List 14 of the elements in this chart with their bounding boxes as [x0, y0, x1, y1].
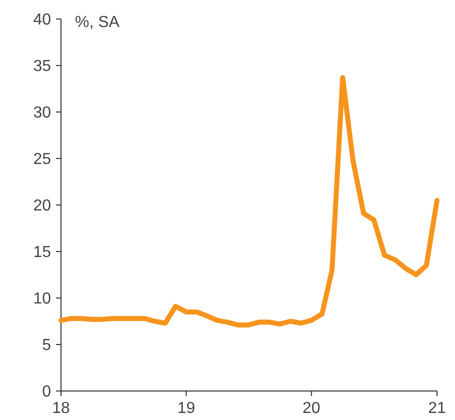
- y-tick-label: 15: [33, 244, 52, 262]
- y-tick-label: 25: [33, 151, 52, 168]
- x-tick-label: 20: [302, 400, 320, 417]
- y-tick-label: 20: [33, 198, 52, 215]
- y-tick-label: 30: [33, 104, 52, 122]
- x-tick-label: 19: [177, 400, 196, 417]
- y-tick-label: 35: [33, 58, 52, 76]
- y-tick-label: 0: [42, 384, 52, 401]
- y-tick-label: 40: [33, 12, 52, 29]
- y-tick-label: 10: [33, 290, 52, 308]
- x-tick-label: 18: [52, 400, 70, 417]
- y-axis-title: %, SA: [75, 14, 120, 31]
- x-tick-label: 21: [428, 400, 446, 417]
- y-tick-label: 5: [42, 337, 52, 354]
